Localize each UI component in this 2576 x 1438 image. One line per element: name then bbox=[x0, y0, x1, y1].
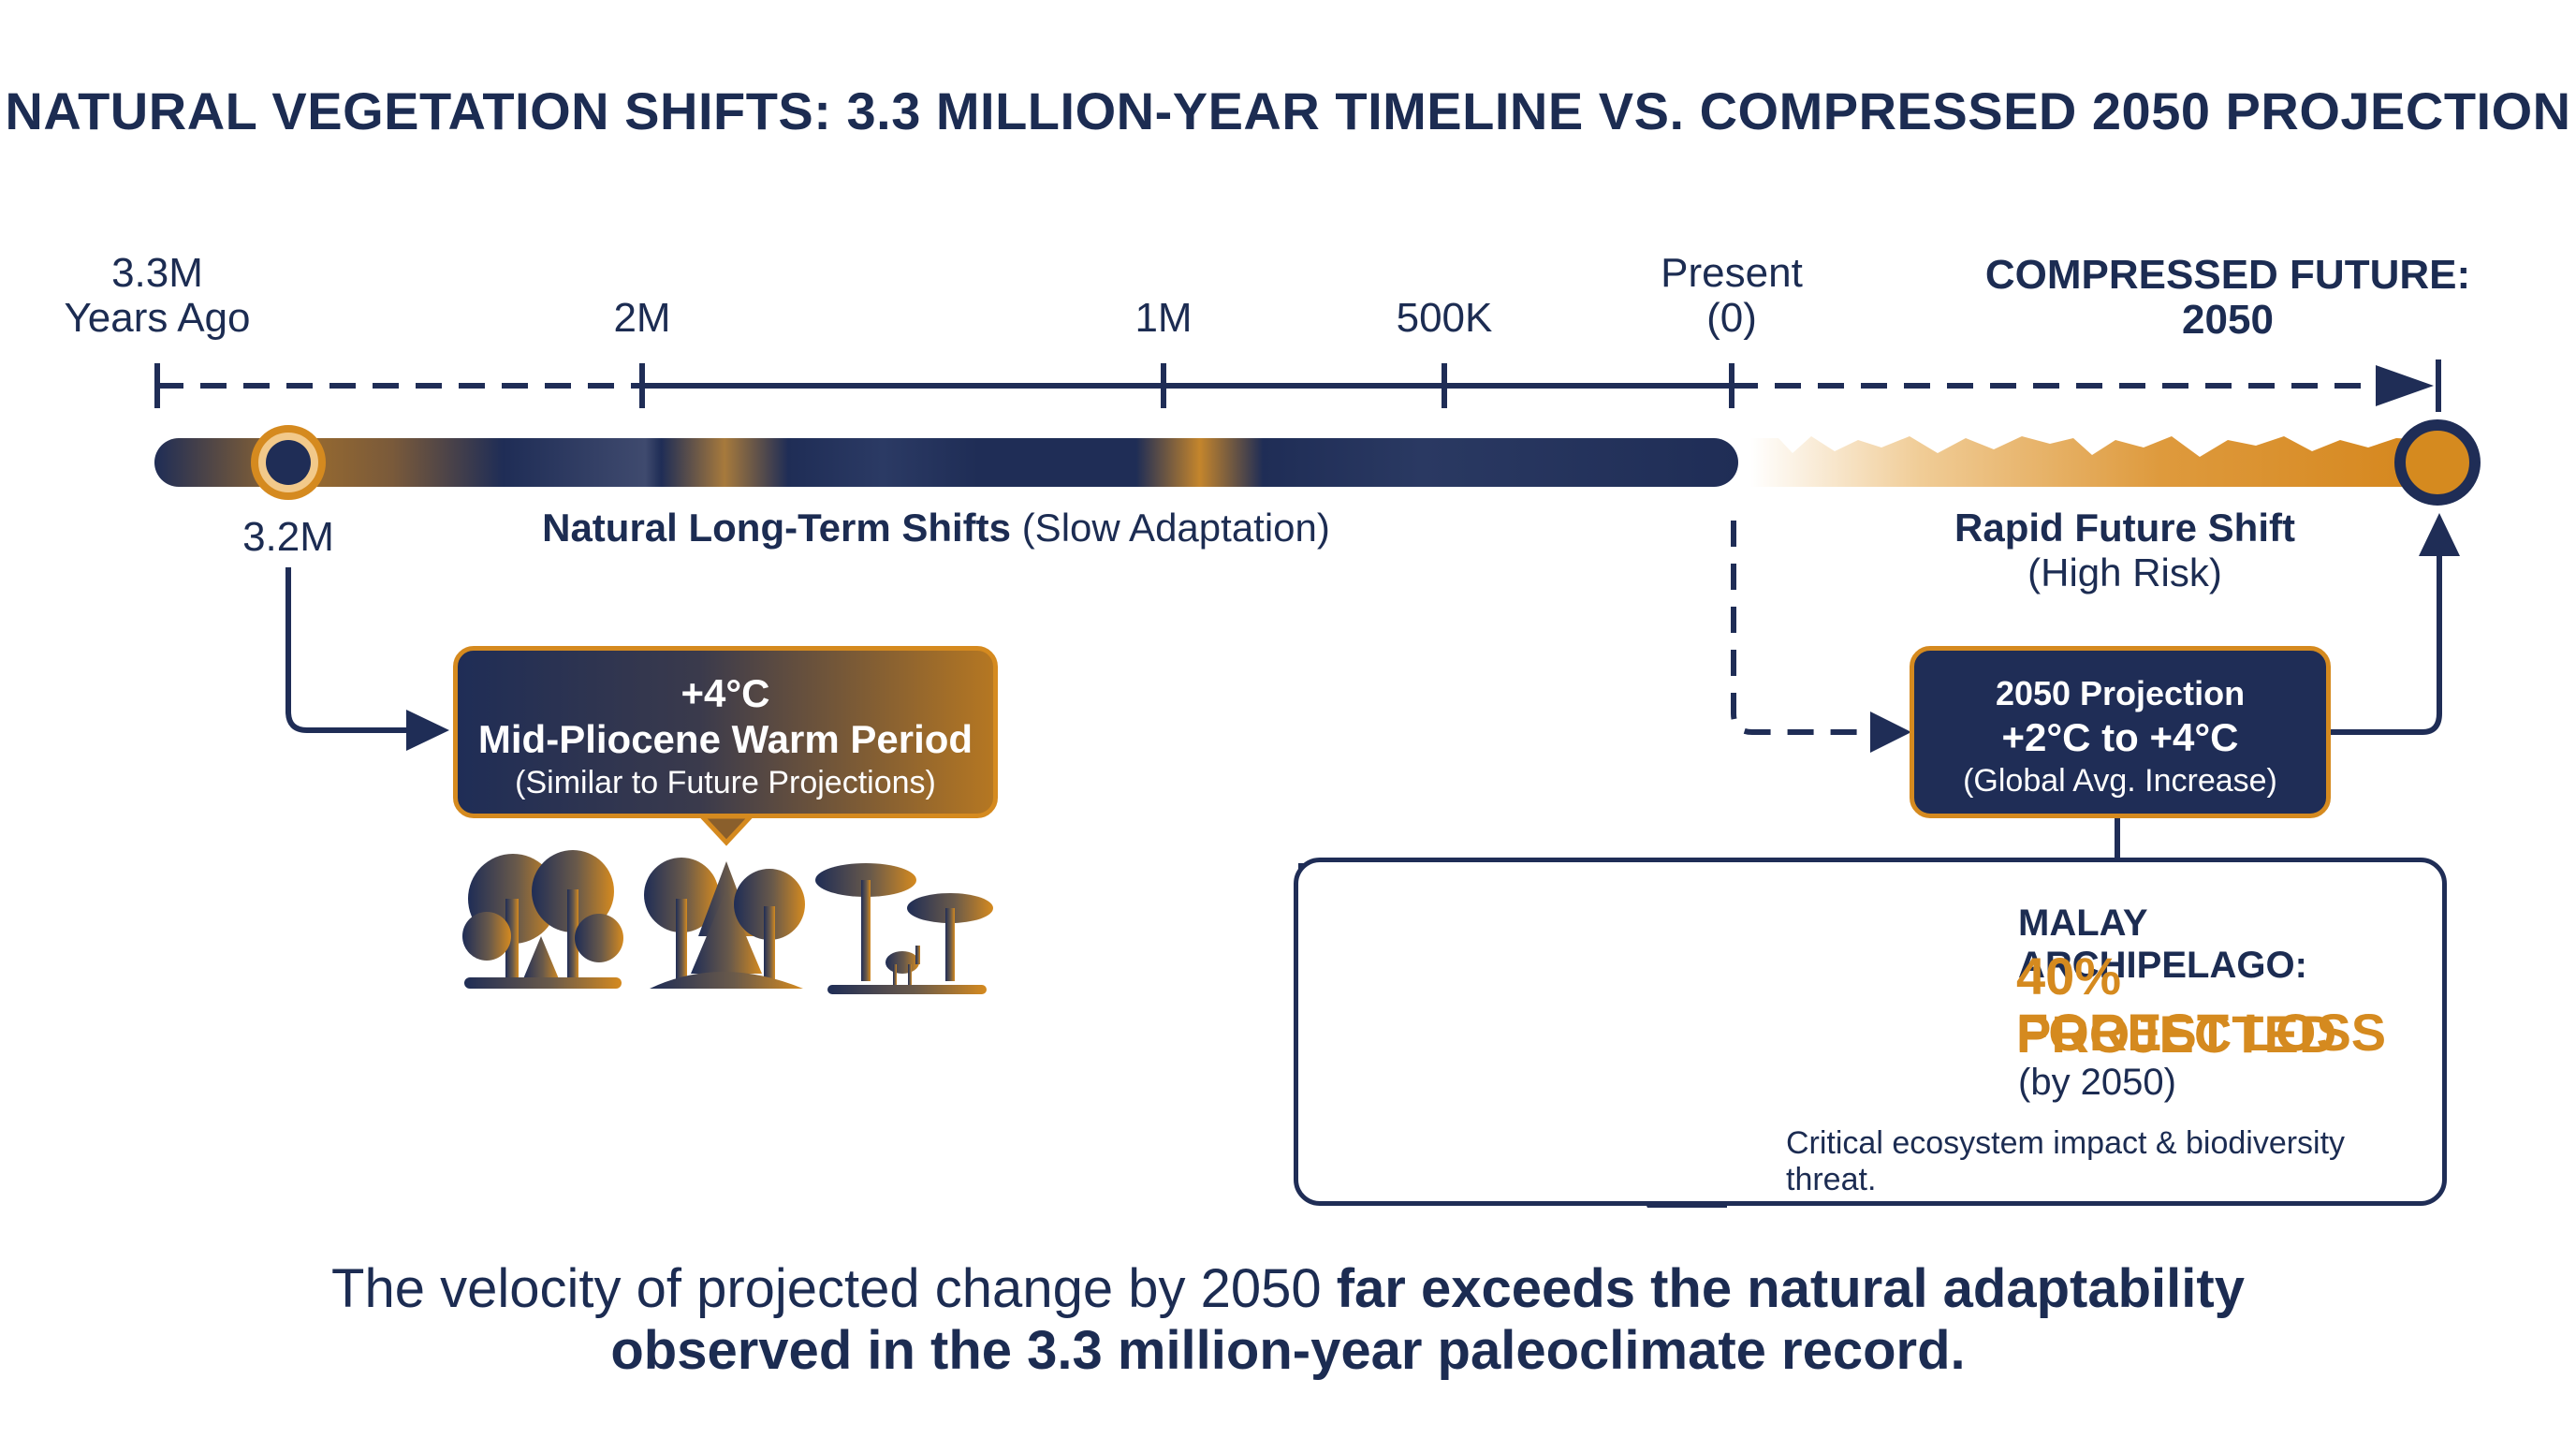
malay-impact: Critical ecosystem impact & biodiversity… bbox=[1786, 1125, 2346, 1197]
projection-range: +2°C to +4°C bbox=[2001, 715, 2239, 759]
forest-icon bbox=[462, 850, 623, 989]
marker-label-3-2m: 3.2M bbox=[242, 514, 334, 560]
footer-line1-bold: far exceeds the natural adaptability bbox=[1336, 1258, 2245, 1319]
page-title: NATURAL VEGETATION SHIFTS: 3.3 MILLION-Y… bbox=[5, 81, 2571, 140]
malay-by: (by 2050) bbox=[2018, 1062, 2176, 1103]
projection-note: (Global Avg. Increase) bbox=[1963, 763, 2277, 799]
rapid-shift-label: Rapid Future Shift (High Risk) bbox=[1900, 506, 2349, 595]
pliocene-name: Mid-Pliocene Warm Period bbox=[477, 717, 973, 761]
malay-panel bbox=[1294, 858, 2447, 1206]
footer-line1-regular: The velocity of projected change by 2050 bbox=[331, 1258, 1322, 1319]
connector-present bbox=[1731, 521, 1874, 735]
rapid-shift-rest: (High Risk) bbox=[2027, 550, 2222, 594]
footer-line1: The velocity of projected change by 2050… bbox=[0, 1258, 2576, 1320]
start-label: 3.3M Years Ago bbox=[45, 251, 270, 341]
connector-2050 bbox=[2331, 552, 2442, 735]
start-label-line1: 3.3M bbox=[111, 250, 203, 296]
natural-shift-bar bbox=[154, 438, 1738, 487]
malay-stat-line2: FOREST LOSS bbox=[2016, 1003, 2387, 1062]
timeline-axis bbox=[154, 360, 2441, 412]
tick-label-2m: 2M bbox=[613, 295, 671, 341]
present-label-line1: Present bbox=[1661, 250, 1803, 296]
present-label-line2: (0) bbox=[1706, 295, 1757, 341]
tick-label-500k: 500K bbox=[1396, 295, 1493, 341]
present-label: Present (0) bbox=[1619, 251, 1844, 341]
footer-line2: observed in the 3.3 million-year paleocl… bbox=[610, 1320, 1966, 1381]
start-label-line2: Years Ago bbox=[64, 295, 251, 341]
malay-region: MALAY ARCHIPELAGO: bbox=[2018, 902, 2307, 986]
malay-stat-line1: 40% PROJECTED bbox=[2016, 946, 2337, 1064]
footer-statement: The velocity of projected change by 2050… bbox=[0, 1258, 2576, 1382]
natural-shifts-bold: Natural Long-Term Shifts bbox=[542, 506, 1012, 550]
pliocene-note: (Similar to Future Projections) bbox=[515, 765, 936, 800]
connector-3-2m bbox=[285, 567, 412, 733]
axis-arrowhead bbox=[2376, 365, 2434, 406]
tick-label-1m: 1M bbox=[1134, 295, 1193, 341]
marker-2050 bbox=[2394, 419, 2481, 506]
savanna-deer-icon bbox=[815, 863, 993, 994]
projection-box: 2050 Projection +2°C to +4°C (Global Avg… bbox=[1910, 646, 2331, 818]
pliocene-box: +4°C Mid-Pliocene Warm Period (Similar t… bbox=[453, 646, 998, 818]
rapid-future-bar bbox=[1750, 436, 2434, 487]
mixed-forest-icon bbox=[644, 858, 805, 989]
rapid-shift-bold: Rapid Future Shift bbox=[1954, 506, 2295, 550]
natural-shifts-label: Natural Long-Term Shifts (Slow Adaptatio… bbox=[487, 506, 1385, 550]
projection-title: 2050 Projection bbox=[1995, 674, 2246, 712]
pliocene-pointer bbox=[696, 814, 756, 846]
future-header: COMPRESSED FUTURE: 2050 bbox=[1984, 252, 2471, 343]
pliocene-temp: +4°C bbox=[681, 671, 770, 715]
natural-shifts-rest: (Slow Adaptation) bbox=[1021, 506, 1330, 550]
